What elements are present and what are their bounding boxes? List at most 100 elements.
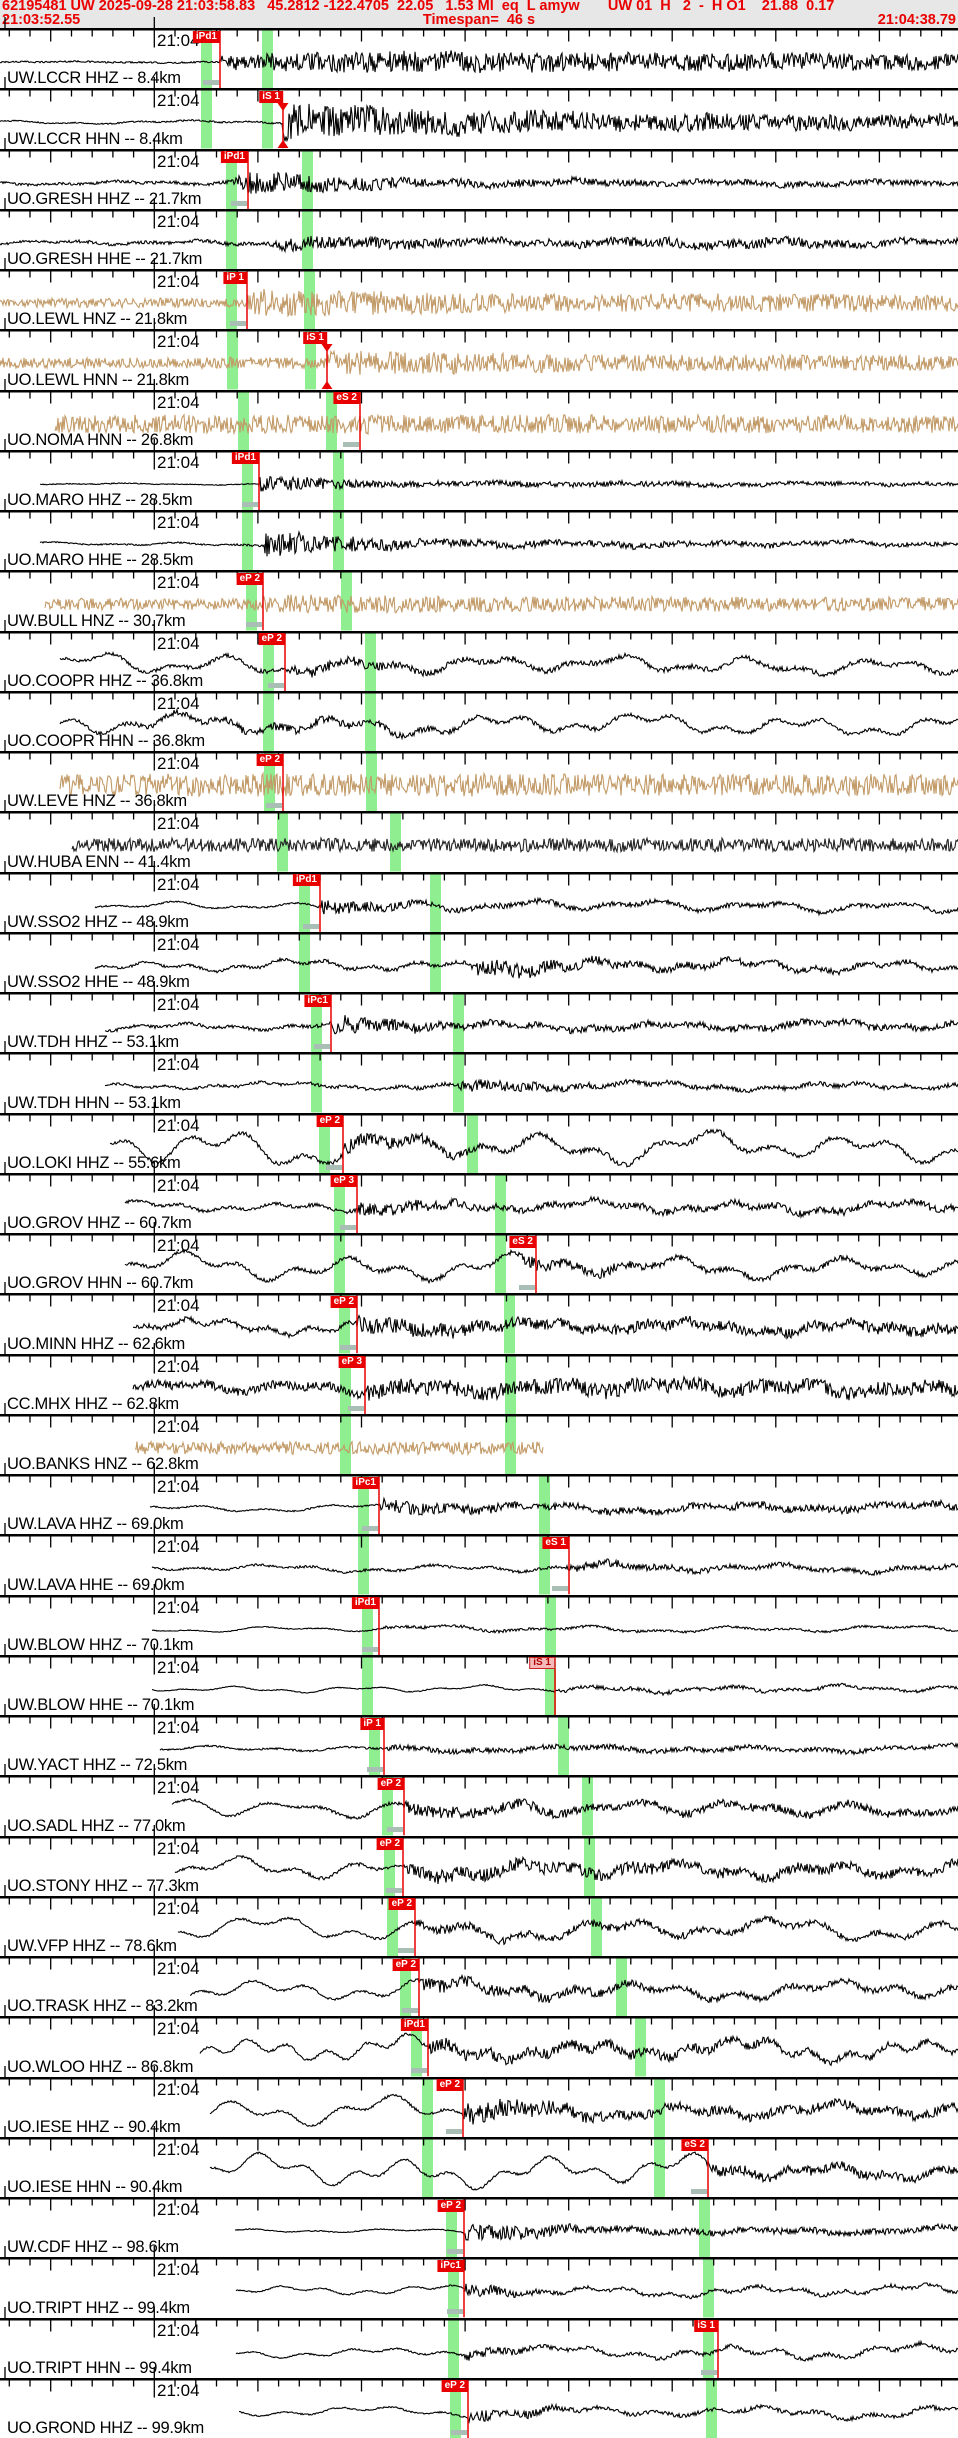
trace-waveform-area[interactable]: [0, 76, 958, 149]
pick-flag[interactable]: eP 2: [258, 633, 285, 645]
minute-label: 21:04: [157, 151, 200, 171]
pick-flag[interactable]: eS 2: [509, 1235, 536, 1248]
pick-flag[interactable]: iPd1: [351, 1597, 379, 1609]
time-ticks: [4, 258, 943, 289]
arrival-window-band: [362, 1657, 373, 1716]
panel-boundary-line: [0, 1534, 958, 1537]
time-ticks: [4, 2005, 943, 2036]
trace-waveform-area[interactable]: [0, 197, 958, 270]
trace-waveform-area[interactable]: [0, 1703, 958, 1776]
pick-flag[interactable]: eP 3: [330, 1175, 357, 1188]
trace-label: UW.LAVA HHZ -- 69.0km: [7, 1515, 184, 1534]
seismogram-trace: [209, 2151, 958, 2191]
trace-waveform-area[interactable]: [0, 257, 958, 330]
pick-flag[interactable]: eP 2: [376, 1838, 403, 1850]
panel-boundary-line: [0, 1654, 958, 1658]
pick-flag[interactable]: iPd1: [292, 874, 320, 886]
pick-flag[interactable]: iS 1: [694, 2320, 718, 2332]
trace-panel: 21:04 eS 2 UO.IESE HHN -- 90.4km: [0, 2125, 958, 2198]
trace-waveform-area[interactable]: [0, 558, 958, 631]
pick-flag[interactable]: eP 2: [441, 2380, 468, 2393]
trace-label: UW.CDF HHZ -- 98.6km: [7, 2238, 179, 2257]
pick-flag[interactable]: iPd1: [192, 30, 220, 43]
trace-waveform-area[interactable]: [0, 860, 958, 933]
pick-flag[interactable]: iPc1: [437, 2259, 464, 2272]
pick-tail-marker: [246, 622, 262, 628]
trace-waveform-area[interactable]: [0, 2065, 958, 2138]
trace-label: UO.NOMA HNN -- 26.8km: [7, 430, 194, 449]
trace-waveform-area[interactable]: [0, 980, 958, 1053]
trace-waveform-area[interactable]: [0, 1763, 958, 1836]
trace-waveform-area[interactable]: [0, 2306, 958, 2379]
pick-flag[interactable]: iPc1: [352, 1476, 379, 1489]
arrival-window-band: [422, 2079, 433, 2137]
window-start-time: 21:03:52.55: [2, 12, 81, 28]
trace-waveform-area[interactable]: [0, 2366, 958, 2438]
trace-label: UW.LAVA HHE -- 69.0km: [7, 1575, 185, 1594]
seismogram-trace: [132, 1374, 958, 1401]
pick-flag[interactable]: iP 1: [223, 271, 247, 284]
trace-waveform-area[interactable]: [0, 1221, 958, 1294]
trace-waveform-area[interactable]: [0, 1101, 958, 1174]
pick-flag[interactable]: eP 3: [338, 1356, 365, 1368]
trace-waveform-area[interactable]: [0, 2185, 958, 2258]
pick-flag[interactable]: eP 2: [236, 572, 263, 585]
panel-boundary-line: [0, 269, 958, 272]
seismogram-trace: [104, 1078, 958, 1094]
trace-waveform-area[interactable]: [0, 1884, 958, 1957]
pick-flag[interactable]: eP 2: [388, 1898, 415, 1911]
pick-flag[interactable]: iS 1: [529, 1657, 555, 1670]
trace-waveform-area[interactable]: [0, 137, 958, 210]
trace-waveform-area[interactable]: [0, 1161, 958, 1234]
pick-flag[interactable]: iS 1: [259, 90, 283, 103]
trace-waveform-area[interactable]: [0, 1944, 958, 2017]
pick-flag[interactable]: eP 2: [436, 2079, 463, 2091]
pick-flag[interactable]: eP 2: [437, 2199, 464, 2212]
time-ticks: [4, 197, 943, 229]
seismogram-trace: [132, 1314, 958, 1341]
pick-flag[interactable]: eP 2: [377, 1777, 404, 1790]
pick-flag[interactable]: iPd1: [231, 452, 259, 465]
pick-flag[interactable]: eS 1: [542, 1536, 569, 1549]
trace-waveform-area[interactable]: [0, 1824, 958, 1897]
pick-flag[interactable]: iPc1: [304, 994, 331, 1007]
trace-waveform-area[interactable]: [0, 619, 958, 692]
trace-waveform-area[interactable]: [0, 498, 958, 571]
pick-flag[interactable]: iPd1: [220, 151, 248, 163]
trace-panel: 21:04 iPc1 UO.TRIPT HHZ -- 99.4km: [0, 2246, 958, 2318]
pick-flag[interactable]: eP 2: [316, 1115, 343, 1127]
pick-tail-marker: [266, 803, 282, 808]
pick-flag[interactable]: iPd1: [400, 2018, 428, 2031]
trace-waveform-area[interactable]: [0, 317, 958, 390]
trace-waveform-area[interactable]: [0, 679, 958, 752]
trace-waveform-area[interactable]: [0, 739, 958, 812]
pick-flag[interactable]: eP 2: [330, 1295, 357, 1308]
trace-waveform-area[interactable]: [0, 378, 958, 451]
panel-boundary-line: [0, 208, 958, 212]
trace-waveform-area[interactable]: [0, 1342, 958, 1415]
trace-waveform-area[interactable]: [0, 1402, 958, 1475]
trace-waveform-area[interactable]: [0, 799, 958, 872]
minute-label: 21:04: [157, 31, 200, 50]
arrival-window-band: [422, 2139, 433, 2198]
time-ticks: [4, 559, 943, 590]
trace-waveform-area[interactable]: [0, 1583, 958, 1656]
pick-flag[interactable]: eS 2: [681, 2139, 708, 2152]
trace-waveform-area[interactable]: [0, 438, 958, 511]
trace-waveform-area[interactable]: [0, 2125, 958, 2198]
time-ticks: [4, 77, 943, 108]
pick-tail-marker: [398, 1947, 414, 1953]
trace-waveform-area[interactable]: [0, 920, 958, 993]
pick-flag[interactable]: iS 1: [303, 331, 327, 344]
trace-waveform-area[interactable]: [0, 1281, 958, 1354]
pick-flag[interactable]: iP 1: [360, 1717, 384, 1730]
trace-waveform-area[interactable]: [0, 1462, 958, 1535]
trace-waveform-area[interactable]: [0, 1040, 958, 1113]
pick-flag[interactable]: eP 2: [392, 1958, 419, 1971]
pick-flag[interactable]: eS 2: [333, 392, 360, 404]
seismogram-trace: [54, 412, 958, 435]
trace-label: UO.COOPR HHZ -- 36.8km: [7, 671, 204, 690]
pick-flag[interactable]: eP 2: [256, 753, 283, 766]
seismogram-trace: [209, 2093, 958, 2127]
trace-waveform-area[interactable]: [0, 2245, 958, 2318]
